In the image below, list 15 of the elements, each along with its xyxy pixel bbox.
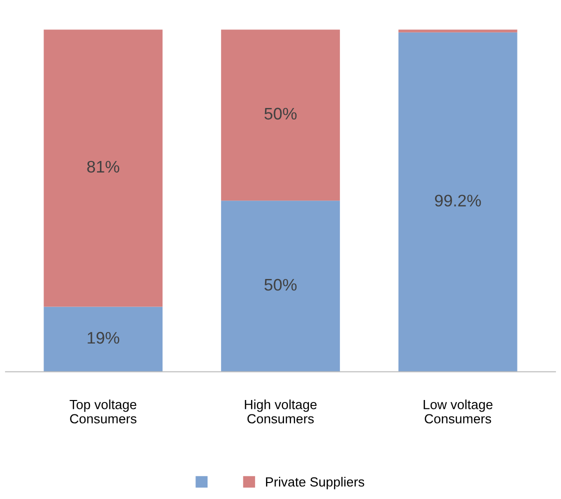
- x-tick-label: Top voltage Consumers: [70, 400, 136, 424]
- x-tick-label: High voltage Consumers: [244, 400, 317, 424]
- bar: [398, 32, 518, 372]
- legend-label: Private Suppliers: [266, 476, 364, 490]
- data-label: 81%: [87, 160, 120, 173]
- bar: [221, 30, 340, 201]
- data-label: 50%: [264, 278, 297, 291]
- data-label: 19%: [88, 332, 120, 344]
- bar: [44, 30, 163, 307]
- data-label: 99.2%: [435, 194, 481, 207]
- data-label: 50%: [264, 108, 297, 120]
- bar: [398, 30, 518, 32]
- x-tick-label: Low voltage Consumers: [424, 400, 492, 424]
- bar: [44, 306, 163, 372]
- bar: [221, 200, 340, 372]
